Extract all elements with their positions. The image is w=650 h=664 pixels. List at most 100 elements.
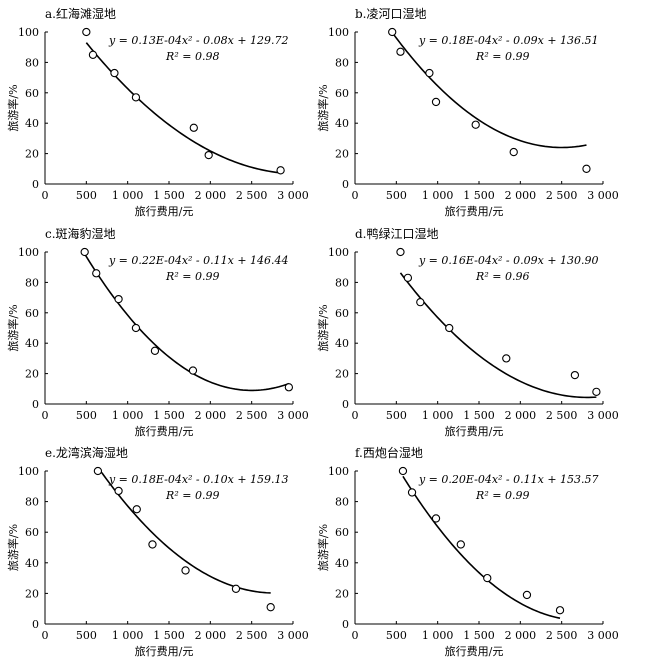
fit-curve [97,470,271,594]
r-squared-label: R² = 0.99 [475,50,529,63]
x-axis-title: 旅行费用/元 [445,424,504,438]
x-tick-label: 500 [386,189,407,202]
y-tick-label: 20 [25,587,39,600]
y-tick-label: 40 [335,337,349,350]
data-point [431,97,441,107]
x-tick-label: 3 000 [587,189,619,202]
data-point [188,366,198,375]
x-tick-label: 2 000 [195,189,227,202]
r-squared-label: R² = 0.98 [165,50,219,63]
r-squared-label: R² = 0.99 [165,270,219,283]
x-axis-title: 旅行费用/元 [135,644,194,658]
data-point [92,269,101,278]
x-tick-label: 1 000 [422,189,454,202]
y-tick-label: 0 [342,618,349,631]
regression-equation: y = 0.22E-04x² - 0.11x + 146.44 [108,254,289,267]
data-point [396,247,405,257]
chart-panel-1: 0 500 1 000 1 500 2 000 2 500 3 000 0 20 40 60 80 10… [6,6,309,218]
data-point [582,164,591,173]
fit-curve [402,475,561,620]
y-tick-label: 0 [32,618,39,631]
y-tick-label: 100 [18,26,39,39]
x-tick-label: 2 500 [236,189,268,202]
regression-equation: y = 0.20E-04x² - 0.11x + 153.57 [418,473,599,486]
data-point [445,323,454,333]
x-tick-label: 0 [352,409,359,422]
data-point [396,47,405,56]
x-tick-label: 2 500 [546,189,578,202]
r-squared-label: R² = 0.99 [165,489,219,502]
x-tick-label: 0 [42,189,49,202]
data-point [150,346,160,355]
data-point [483,573,492,583]
data-point [110,68,119,78]
x-tick-label: 1 500 [153,409,185,422]
x-tick-label: 500 [76,189,97,202]
y-axis-title: 旅游率/% [316,304,330,351]
y-tick-label: 100 [328,465,349,478]
y-tick-label: 40 [335,557,349,570]
data-point [148,540,157,549]
data-point [131,323,141,333]
r-squared-label: R² = 0.96 [475,270,529,283]
y-tick-label: 100 [328,26,349,39]
data-point [88,50,98,59]
data-point [509,147,518,157]
y-tick-label: 80 [335,276,349,289]
x-tick-label: 500 [386,409,407,422]
data-point [522,590,532,600]
regression-equation: y = 0.16E-04x² - 0.09x + 130.90 [418,254,599,267]
y-tick-label: 40 [25,337,39,350]
x-tick-label: 1 500 [153,189,185,202]
x-tick-label: 2 500 [236,629,268,642]
y-tick-label: 80 [25,276,39,289]
y-tick-label: 40 [335,117,349,130]
y-tick-label: 0 [32,398,39,411]
x-axis-title: 旅行费用/元 [445,204,504,218]
y-axis-title: 旅游率/% [6,304,20,351]
y-tick-label: 20 [25,368,39,381]
data-point [266,603,275,612]
chart-panel-2: 0 500 1 000 1 500 2 000 2 500 3 000 0 20 40 60 80 10… [316,6,619,218]
data-point [471,120,480,129]
x-tick-label: 3 000 [587,409,619,422]
fit-curve [399,272,597,399]
data-point [592,387,601,396]
x-tick-label: 3 000 [277,189,309,202]
x-tick-label: 3 000 [587,629,619,642]
chart-title: a.红海滩湿地 [45,6,116,21]
x-tick-label: 3 000 [277,629,309,642]
y-tick-label: 20 [335,148,349,161]
x-tick-label: 2 000 [505,629,537,642]
y-tick-label: 80 [25,56,39,69]
x-tick-label: 1 000 [112,409,144,422]
fit-curve [83,253,290,392]
x-tick-label: 1 000 [112,629,144,642]
chart-title: c.斑海豹湿地 [45,226,116,241]
data-point [189,123,198,132]
y-tick-label: 40 [25,117,39,130]
regression-equation: y = 0.18E-04x² - 0.10x + 159.13 [108,473,289,486]
regression-equation: y = 0.13E-04x² - 0.08x + 129.72 [108,34,289,47]
y-tick-label: 60 [335,526,349,539]
x-tick-label: 500 [76,409,97,422]
x-tick-label: 1 500 [463,189,495,202]
x-tick-label: 1 000 [422,629,454,642]
chart-title: b.凌河口湿地 [355,6,427,21]
chart-title: f.西炮台湿地 [355,445,423,460]
y-tick-label: 0 [342,398,349,411]
chart-panel-4: 0 500 1 000 1 500 2 000 2 500 3 000 0 20 40 60 80 10… [316,226,619,438]
y-tick-label: 80 [25,496,39,509]
y-tick-label: 20 [335,368,349,381]
x-tick-label: 1 000 [112,189,144,202]
y-axis-title: 旅游率/% [316,524,330,571]
data-point [456,540,465,549]
y-tick-label: 100 [18,465,39,478]
y-tick-label: 100 [328,246,349,259]
data-point [131,93,141,102]
data-point [231,584,241,593]
data-point [276,166,285,175]
y-tick-label: 60 [25,307,39,320]
